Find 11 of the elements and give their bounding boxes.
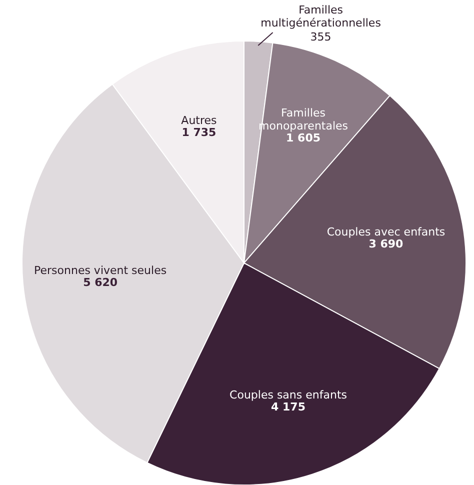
slice-label: Familles multigénérationnelles (260, 3, 382, 30)
data-label: 1 735 (182, 126, 216, 139)
data-label: 3 690 (368, 237, 404, 250)
data-label: 4 175 (271, 400, 306, 414)
slice-label: Personnes vivent seules (34, 264, 167, 278)
slice-label: Autres (181, 114, 218, 127)
data-label: 355 (310, 30, 332, 44)
data-label: 5 620 (83, 276, 118, 290)
slice-label: Couples sans enfants (230, 388, 348, 402)
data-label: 1 605 (286, 131, 321, 144)
slice-label: Couples avec enfants (326, 225, 446, 238)
